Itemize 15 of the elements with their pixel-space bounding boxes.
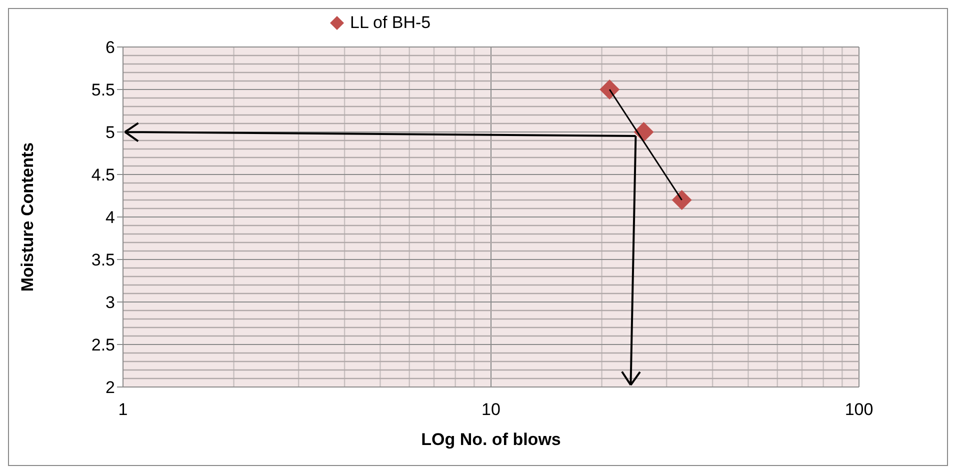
x-axis-title: LOg No. of blows — [421, 430, 561, 450]
y-tick-label: 4 — [106, 208, 115, 228]
y-tick-label: 2 — [106, 378, 115, 398]
y-tick-label: 3.5 — [91, 250, 115, 270]
y-tick-label: 5.5 — [91, 80, 115, 100]
x-tick-label: 10 — [482, 400, 500, 420]
y-axis-title: Moisture Contents — [18, 142, 38, 292]
y-tick-label: 6 — [106, 38, 115, 58]
y-tick-label: 3 — [106, 293, 115, 312]
y-tick-label: 5 — [106, 123, 115, 142]
legend-label: LL of BH-5 — [349, 13, 431, 33]
y-tick-label: 4.5 — [91, 166, 115, 185]
y-tick-label: 2.5 — [91, 336, 115, 355]
x-tick-label: 1 — [118, 400, 128, 420]
x-tick-label: 100 — [844, 400, 874, 420]
